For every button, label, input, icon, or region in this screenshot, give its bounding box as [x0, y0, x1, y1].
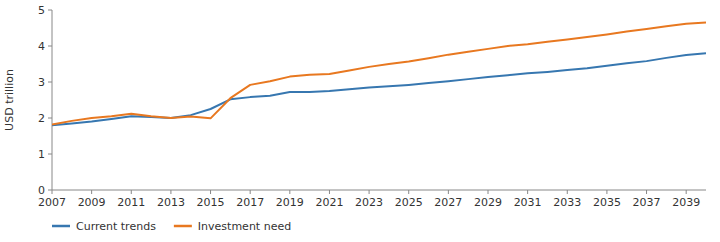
x-tick-label: 2033: [553, 196, 581, 209]
x-tick-label: 2015: [197, 196, 225, 209]
x-tick: [448, 190, 449, 194]
y-tick-label: 5: [38, 4, 45, 17]
plot-area: [52, 23, 706, 126]
x-tick-label: 2023: [355, 196, 383, 209]
x-tick-label: 2019: [276, 196, 304, 209]
x-tick: [369, 190, 370, 194]
y-axis-line: [52, 10, 53, 190]
x-tick: [210, 190, 211, 194]
x-tick-label: 2007: [38, 196, 66, 209]
x-tick: [329, 190, 330, 194]
series-line: [52, 23, 706, 125]
x-tick-label: 2013: [157, 196, 185, 209]
legend-label: Investment need: [198, 220, 291, 233]
y-tick-label: 4: [38, 40, 45, 53]
legend-swatch: [52, 225, 70, 228]
x-tick-label: 2011: [117, 196, 145, 209]
legend: Current trends Investment need: [52, 220, 291, 233]
x-tick: [606, 190, 607, 194]
x-tick: [527, 190, 528, 194]
chart: 0123452007200920112013201520172019202120…: [0, 0, 720, 242]
y-tick: [48, 154, 52, 155]
y-tick: [48, 10, 52, 11]
legend-label: Current trends: [76, 220, 156, 233]
x-tick: [131, 190, 132, 194]
x-tick: [170, 190, 171, 194]
x-tick: [646, 190, 647, 194]
x-tick-label: 2031: [514, 196, 542, 209]
x-tick-label: 2037: [633, 196, 661, 209]
x-tick: [488, 190, 489, 194]
x-tick: [91, 190, 92, 194]
y-tick: [48, 82, 52, 83]
x-tick: [567, 190, 568, 194]
x-tick-label: 2027: [434, 196, 462, 209]
y-tick: [48, 118, 52, 119]
y-tick-label: 3: [38, 76, 45, 89]
x-tick-label: 2025: [395, 196, 423, 209]
x-tick: [408, 190, 409, 194]
x-tick: [52, 190, 53, 194]
x-tick-label: 2029: [474, 196, 502, 209]
series-line: [52, 53, 706, 125]
y-tick-label: 2: [38, 112, 45, 125]
x-tick-label: 2009: [78, 196, 106, 209]
x-tick: [289, 190, 290, 194]
x-tick-label: 2021: [315, 196, 343, 209]
legend-swatch: [174, 225, 192, 228]
y-tick: [48, 190, 52, 191]
x-axis-line: [52, 190, 706, 191]
y-axis-label: USD trillion: [3, 69, 16, 131]
x-tick: [250, 190, 251, 194]
x-tick-label: 2035: [593, 196, 621, 209]
x-tick-label: 2017: [236, 196, 264, 209]
y-tick-label: 1: [38, 148, 45, 161]
y-tick: [48, 46, 52, 47]
x-tick: [686, 190, 687, 194]
x-tick-label: 2039: [672, 196, 700, 209]
